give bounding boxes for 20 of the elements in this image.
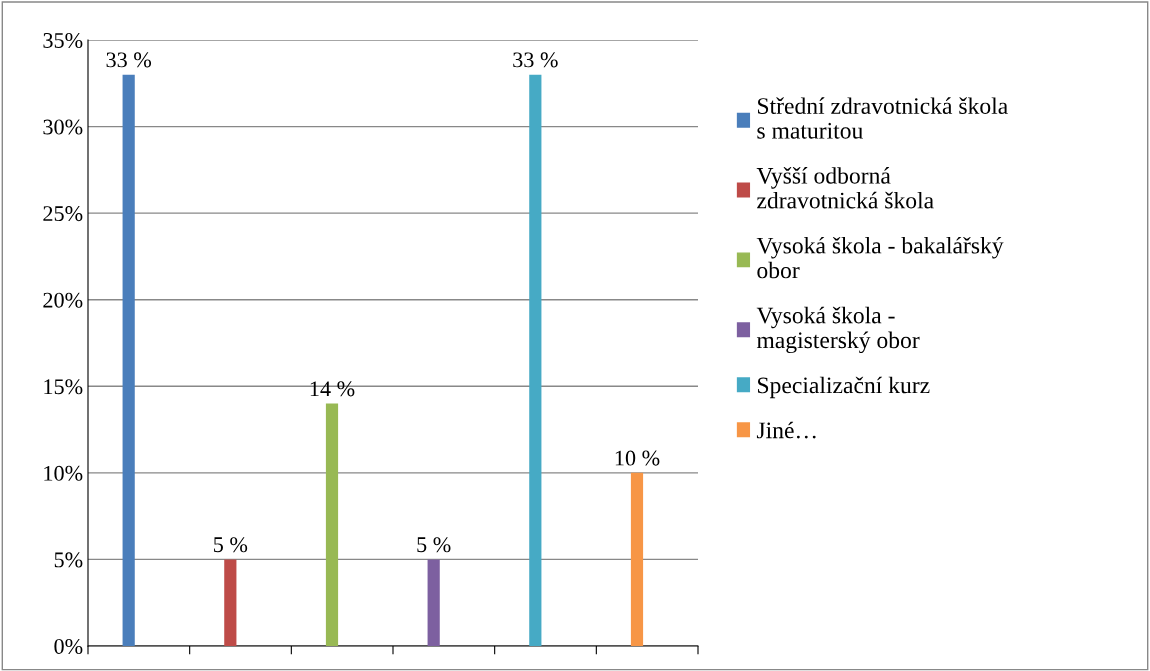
y-tick-label: 10% <box>44 465 83 481</box>
y-tick-label: 20% <box>43 292 83 308</box>
data-label: 10 % <box>615 450 660 466</box>
y-tick-label: 15% <box>44 379 83 395</box>
y-tick-label: 0% <box>54 638 83 654</box>
data-label: 14 % <box>310 381 355 397</box>
y-tick-label: 30% <box>43 119 83 135</box>
y-tick-label: 35% <box>43 32 83 48</box>
legend-label: Střední zdravotnická škola s maturitou <box>757 97 1008 139</box>
y-tick-label: 5% <box>54 552 83 568</box>
data-label: 5 % <box>417 537 451 553</box>
legend-label: Vyšší odborná zdravotnická škola <box>756 167 934 209</box>
legend-label: Vysoká škola - magisterský obor <box>756 306 920 354</box>
legend-label: Jiné… <box>756 421 816 439</box>
legend-label: Vysoká škola - bakalářský obor <box>756 236 1004 279</box>
legend-label: Specializační kurz <box>758 376 930 399</box>
data-label: 33 % <box>513 52 558 68</box>
y-tick-label: 25% <box>43 206 83 222</box>
data-label: 33 % <box>106 52 152 68</box>
data-label: 5 % <box>214 537 248 553</box>
